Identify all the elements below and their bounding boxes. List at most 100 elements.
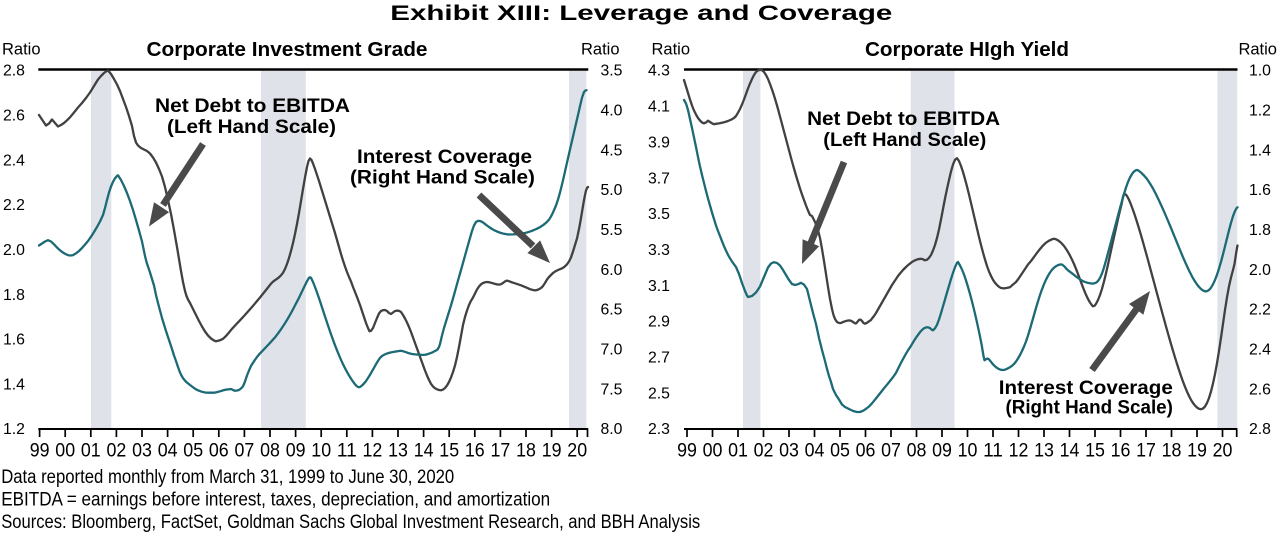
svg-text:2.0: 2.0 [1249, 262, 1271, 279]
svg-text:2.5: 2.5 [648, 385, 670, 402]
svg-text:2.6: 2.6 [1249, 381, 1271, 398]
svg-text:19: 19 [1187, 440, 1207, 461]
svg-text:Corporate Investment Grade: Corporate Investment Grade [147, 38, 428, 61]
svg-text:Net Debt to EBITDA: Net Debt to EBITDA [807, 108, 1000, 130]
svg-text:5.5: 5.5 [601, 222, 623, 239]
svg-text:5.0: 5.0 [601, 182, 623, 199]
svg-text:2.7: 2.7 [648, 350, 670, 367]
svg-text:17: 17 [491, 440, 511, 461]
svg-text:16: 16 [465, 440, 485, 461]
svg-text:2.6: 2.6 [3, 108, 25, 125]
svg-text:07: 07 [235, 440, 255, 461]
svg-text:19: 19 [542, 440, 562, 461]
svg-text:00: 00 [55, 440, 75, 461]
svg-text:17: 17 [1136, 440, 1156, 461]
svg-text:3.3: 3.3 [648, 242, 670, 259]
svg-text:Net Debt to EBITDA: Net Debt to EBITDA [155, 95, 350, 117]
svg-text:4.1: 4.1 [648, 99, 670, 116]
svg-text:1.6: 1.6 [1249, 182, 1271, 199]
svg-text:08: 08 [907, 440, 927, 461]
svg-text:09: 09 [932, 440, 952, 461]
svg-text:2.2: 2.2 [3, 197, 25, 214]
svg-text:99: 99 [677, 440, 697, 461]
svg-text:2.8: 2.8 [3, 63, 25, 80]
svg-text:4.5: 4.5 [601, 142, 623, 159]
svg-text:01: 01 [81, 440, 101, 461]
svg-text:1.8: 1.8 [3, 287, 25, 304]
svg-text:1.8: 1.8 [1249, 222, 1271, 239]
svg-text:Corporate HIgh Yield: Corporate HIgh Yield [865, 38, 1069, 61]
svg-text:2.4: 2.4 [1249, 342, 1271, 359]
svg-text:04: 04 [805, 440, 825, 461]
svg-text:2.0: 2.0 [3, 242, 25, 259]
svg-text:7.5: 7.5 [601, 381, 623, 398]
svg-text:Data reported monthly from Mar: Data reported monthly from March 31, 199… [1, 467, 454, 488]
svg-text:02: 02 [754, 440, 774, 461]
svg-text:Interest Coverage: Interest Coverage [357, 146, 532, 168]
svg-text:Ratio: Ratio [2, 41, 41, 59]
svg-text:02: 02 [107, 440, 127, 461]
svg-text:06: 06 [209, 440, 229, 461]
svg-text:3.1: 3.1 [648, 278, 670, 295]
svg-text:3.5: 3.5 [648, 206, 670, 223]
svg-text:18: 18 [516, 440, 536, 461]
svg-text:05: 05 [183, 440, 203, 461]
svg-text:6.0: 6.0 [601, 262, 623, 279]
svg-text:2.8: 2.8 [1249, 421, 1271, 438]
svg-text:2.9: 2.9 [648, 314, 670, 331]
svg-text:20: 20 [567, 440, 587, 461]
svg-text:11: 11 [337, 440, 357, 461]
svg-text:03: 03 [132, 440, 152, 461]
svg-text:3.9: 3.9 [648, 134, 670, 151]
svg-text:10: 10 [311, 440, 331, 461]
svg-text:01: 01 [728, 440, 748, 461]
svg-text:1.6: 1.6 [3, 332, 25, 349]
svg-text:(Right Hand Scale): (Right Hand Scale) [1005, 397, 1173, 419]
svg-text:15: 15 [1085, 440, 1105, 461]
svg-text:(Left Hand Scale): (Left Hand Scale) [167, 116, 336, 138]
svg-text:Sources: Bloomberg, FactSet, G: Sources: Bloomberg, FactSet, Goldman Sac… [1, 512, 700, 532]
svg-text:12: 12 [363, 440, 383, 461]
svg-text:10: 10 [958, 440, 978, 461]
svg-text:(Right Hand Scale): (Right Hand Scale) [350, 167, 535, 189]
svg-text:13: 13 [388, 440, 408, 461]
svg-text:05: 05 [830, 440, 850, 461]
svg-text:12: 12 [1009, 440, 1029, 461]
svg-text:6.5: 6.5 [601, 302, 623, 319]
svg-text:08: 08 [260, 440, 280, 461]
svg-text:00: 00 [703, 440, 723, 461]
svg-text:11: 11 [983, 440, 1003, 461]
svg-text:Ratio: Ratio [652, 41, 691, 59]
svg-text:04: 04 [158, 440, 178, 461]
svg-text:06: 06 [856, 440, 876, 461]
svg-text:1.0: 1.0 [1249, 63, 1271, 80]
svg-text:Exhibit XIII: Leverage and Cov: Exhibit XIII: Leverage and Coverage [390, 1, 892, 25]
svg-text:3.5: 3.5 [601, 63, 623, 80]
svg-text:1.4: 1.4 [3, 376, 25, 393]
svg-text:1.2: 1.2 [3, 421, 25, 438]
svg-text:2.2: 2.2 [1249, 302, 1271, 319]
svg-text:20: 20 [1213, 440, 1233, 461]
svg-text:14: 14 [414, 440, 434, 461]
svg-text:4.3: 4.3 [648, 63, 670, 80]
svg-text:07: 07 [881, 440, 901, 461]
svg-text:2.4: 2.4 [3, 152, 25, 169]
svg-text:8.0: 8.0 [601, 421, 623, 438]
svg-text:14: 14 [1060, 440, 1080, 461]
svg-text:EBITDA = earnings before inter: EBITDA = earnings before interest, taxes… [1, 490, 550, 511]
svg-text:1.2: 1.2 [1249, 103, 1271, 120]
svg-text:Ratio: Ratio [581, 41, 620, 59]
svg-text:03: 03 [779, 440, 799, 461]
svg-text:15: 15 [439, 440, 459, 461]
svg-text:13: 13 [1034, 440, 1054, 461]
svg-text:(Left Hand Scale): (Left Hand Scale) [823, 129, 986, 151]
svg-text:2.3: 2.3 [648, 421, 670, 438]
svg-text:1.4: 1.4 [1249, 142, 1271, 159]
svg-text:18: 18 [1162, 440, 1182, 461]
svg-text:09: 09 [286, 440, 306, 461]
svg-text:99: 99 [30, 440, 50, 461]
svg-text:4.0: 4.0 [601, 103, 623, 120]
svg-text:7.0: 7.0 [601, 342, 623, 359]
svg-text:16: 16 [1111, 440, 1131, 461]
svg-text:Interest Coverage: Interest Coverage [999, 377, 1173, 399]
